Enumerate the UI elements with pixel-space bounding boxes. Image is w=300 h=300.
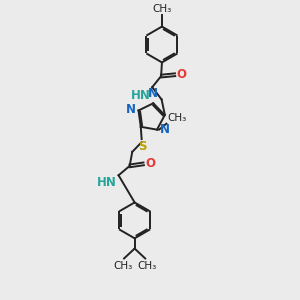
Text: CH₃: CH₃ (137, 260, 156, 271)
Text: CH₃: CH₃ (113, 260, 132, 271)
Text: N: N (125, 103, 135, 116)
Text: HN: HN (131, 88, 151, 102)
Text: CH₃: CH₃ (167, 113, 186, 123)
Text: O: O (146, 158, 155, 170)
Text: N: N (147, 87, 158, 100)
Text: CH₃: CH₃ (152, 4, 172, 14)
Text: O: O (177, 68, 187, 81)
Text: N: N (160, 123, 170, 136)
Text: HN: HN (97, 176, 117, 189)
Text: S: S (138, 140, 147, 153)
